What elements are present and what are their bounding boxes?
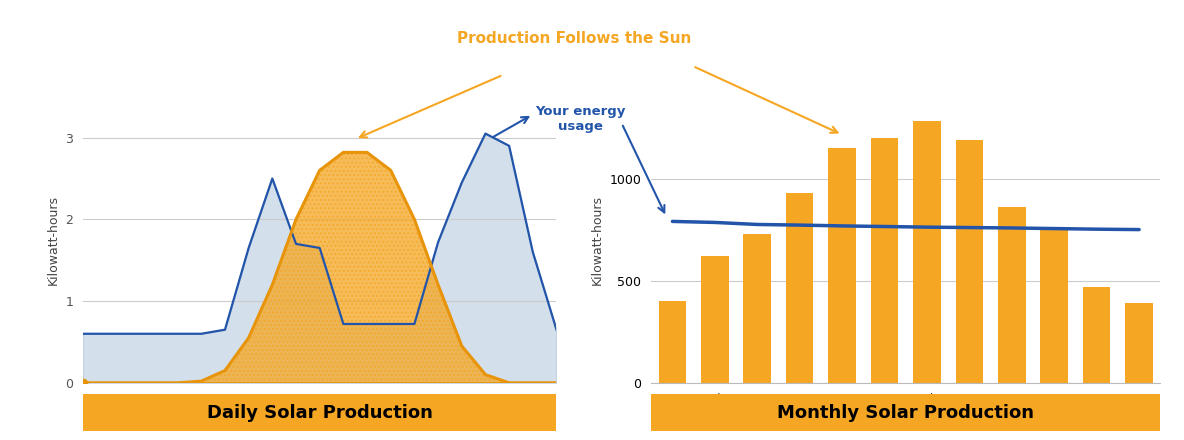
Y-axis label: Kilowatt-hours: Kilowatt-hours — [46, 195, 59, 285]
Bar — [658, 301, 687, 383]
Bar — [1125, 303, 1153, 383]
Text: Your energy
usage: Your energy usage — [535, 105, 625, 133]
Text: Production Follows the Sun: Production Follows the Sun — [457, 31, 691, 46]
Bar — [998, 207, 1025, 383]
Bar — [829, 148, 856, 383]
Bar — [701, 256, 728, 383]
Bar — [1083, 287, 1111, 383]
Bar — [955, 139, 983, 383]
Y-axis label: Kilowatt-hours: Kilowatt-hours — [591, 195, 604, 285]
Bar — [1041, 227, 1068, 383]
Bar — [744, 234, 771, 383]
Bar — [870, 138, 899, 383]
Text: Monthly Solar Production: Monthly Solar Production — [777, 403, 1035, 422]
Text: Daily Solar Production: Daily Solar Production — [207, 403, 432, 422]
Bar — [786, 193, 813, 383]
Bar — [913, 121, 941, 383]
